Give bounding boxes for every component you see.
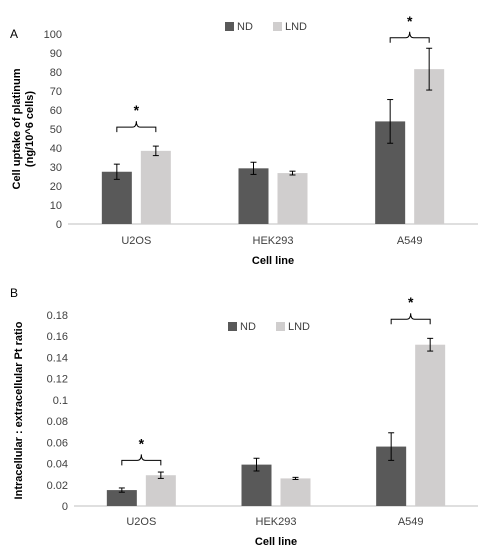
- x-axis-title: Cell line: [255, 536, 297, 548]
- significance-bracket: [116, 121, 157, 133]
- significance-bracket: [390, 313, 431, 325]
- y-tick-label: 0: [62, 501, 68, 513]
- legend-label-lnd: LND: [285, 21, 307, 33]
- legend-label-nd: ND: [240, 321, 256, 333]
- y-tick-label: 90: [50, 48, 62, 60]
- bar-lnd-a549: [414, 69, 445, 225]
- bar-nd-u2os: [106, 490, 137, 506]
- y-tick-label: 10: [50, 200, 62, 212]
- bar-lnd-hek293: [280, 478, 311, 506]
- significance-star: *: [408, 294, 414, 310]
- y-tick-label: 0.14: [47, 352, 68, 364]
- significance-star: *: [407, 13, 413, 29]
- legend-label-nd: ND: [237, 21, 253, 33]
- y-tick-label: 30: [50, 162, 62, 174]
- significance-bracket: [389, 31, 430, 43]
- legend-swatch-nd: [225, 22, 234, 31]
- y-tick-label: 80: [50, 67, 62, 79]
- bar-nd-hek293: [238, 168, 269, 224]
- significance-star: *: [134, 102, 140, 118]
- x-tick-label: U2OS: [126, 516, 156, 528]
- panel-label: A: [10, 27, 18, 41]
- y-tick-label: 0: [56, 219, 62, 231]
- y-tick-label: 100: [44, 29, 62, 41]
- y-tick-label: 0.06: [47, 437, 68, 449]
- y-tick-label: 70: [50, 86, 62, 98]
- y-tick-label: 0.08: [47, 416, 68, 428]
- chart-b: B 0 0.02 0.04 0.06 0.08 0.1 0.12 0.14 0.16 0.18 U2O…: [10, 286, 478, 548]
- y-tick-label: 20: [50, 181, 62, 193]
- y-tick-label: 0.1: [53, 395, 68, 407]
- x-axis-title: Cell line: [252, 255, 294, 267]
- y-tick-label: 0.12: [47, 374, 68, 386]
- x-tick-label: HEK293: [253, 235, 294, 247]
- x-tick-label: HEK293: [256, 516, 297, 528]
- x-tick-label: A549: [397, 235, 423, 247]
- bar-lnd-hek293: [277, 173, 308, 224]
- legend-label-lnd: LND: [288, 321, 310, 333]
- y-axis-title: Cell uptake of platinum(ng/10^6 cells): [11, 68, 36, 189]
- y-tick-label: 0.18: [47, 310, 68, 322]
- y-tick-label: 50: [50, 124, 62, 136]
- legend-swatch-nd: [228, 322, 237, 331]
- y-tick-label: 0.02: [47, 480, 68, 492]
- y-tick-label: 0.16: [47, 331, 68, 343]
- panel-label: B: [10, 286, 18, 300]
- y-axis-title-line: (ng/10^6 cells): [24, 91, 36, 167]
- significance-bracket: [121, 454, 162, 466]
- bar-lnd-a549: [415, 344, 446, 506]
- y-tick-label: 40: [50, 143, 62, 155]
- bar-lnd-u2os: [145, 475, 176, 506]
- y-axis-title: Intracellular : extracellular Pt ratio: [13, 321, 25, 499]
- y-tick-label: 0.04: [47, 459, 68, 471]
- x-tick-label: U2OS: [121, 235, 151, 247]
- y-axis-title-line: Intracellular : extracellular Pt ratio: [13, 321, 25, 499]
- significance-star: *: [139, 435, 145, 451]
- bar-nd-u2os: [101, 171, 132, 224]
- bar-lnd-u2os: [140, 150, 171, 224]
- bar-nd-hek293: [241, 464, 272, 506]
- legend-swatch-lnd: [273, 22, 282, 31]
- x-tick-label: A549: [398, 516, 424, 528]
- legend-swatch-lnd: [276, 322, 285, 331]
- chart-a: A 0 10 20 30 40 50 60 70 80 90 100 U2OS HEK293 A549 * * N…: [10, 13, 478, 267]
- y-tick-label: 60: [50, 105, 62, 117]
- y-axis-title-line: Cell uptake of platinum: [11, 68, 23, 189]
